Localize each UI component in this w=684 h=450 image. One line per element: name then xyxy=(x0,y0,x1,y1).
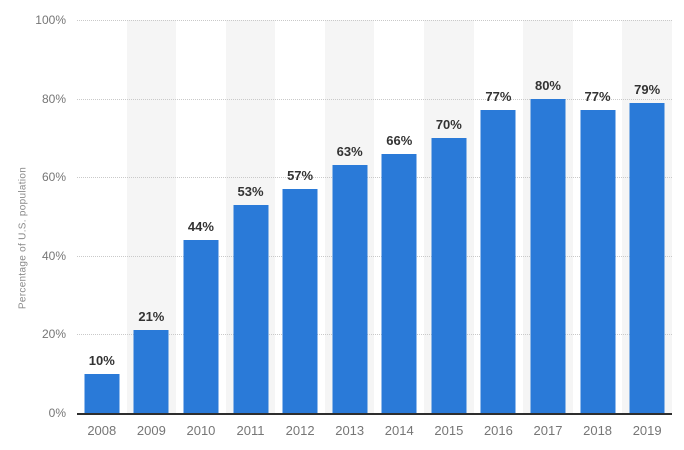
bar-column-2011: 53% 2011 xyxy=(226,20,276,438)
bar-2013[interactable] xyxy=(332,165,368,413)
bar-value-label: 80% xyxy=(534,77,561,93)
gridline xyxy=(77,255,672,257)
x-tick-label: 2018 xyxy=(583,423,613,438)
x-tick-label: 2015 xyxy=(434,423,464,438)
x-tick-label: 2017 xyxy=(533,423,563,438)
plot-area: 0% 20% 40% 60% 80% 100% 10% 2008 21% 2009 44% 2010… xyxy=(35,13,672,438)
bar-column-2013: 63% 2013 xyxy=(325,20,375,438)
bar-column-2010: 44% 2010 xyxy=(176,20,226,438)
x-tick-label: 2011 xyxy=(236,423,265,438)
x-tick-label: 2019 xyxy=(632,423,662,438)
bar-value-label: 57% xyxy=(287,168,314,183)
bar-column-2012: 57% 2012 xyxy=(275,20,325,438)
bar-value-label: 53% xyxy=(237,183,264,199)
bar-2015[interactable] xyxy=(431,137,467,413)
x-tick-label: 2013 xyxy=(335,423,365,438)
x-tick-label: 2014 xyxy=(384,423,414,438)
bar-value-label: 77% xyxy=(584,89,611,105)
bar-column-2014: 66% 2014 xyxy=(374,20,424,438)
x-tick-label: 2010 xyxy=(186,423,216,438)
bar-column-2016: 77% 2016 xyxy=(474,20,524,438)
x-tick-label: 2012 xyxy=(285,423,315,438)
bar-column-2018: 77% 2018 xyxy=(573,20,623,438)
bar-value-label: 21% xyxy=(138,309,165,325)
columns-layer: 10% 2008 21% 2009 44% 2010 53% 2011 57% 2012 63% 20… xyxy=(77,20,672,438)
gridline xyxy=(77,177,672,179)
gridline xyxy=(77,334,672,336)
y-tick-label: 100% xyxy=(35,13,66,27)
bar-value-label: 10% xyxy=(88,352,115,368)
bar-column-2015: 70% 2015 xyxy=(424,20,474,438)
x-tick-label: 2009 xyxy=(136,423,166,438)
y-tick-label: 40% xyxy=(41,248,66,263)
bar-value-label: 63% xyxy=(336,144,363,160)
bar-value-label: 79% xyxy=(634,81,661,97)
y-tick-label: 60% xyxy=(41,170,66,185)
bar-2012[interactable] xyxy=(282,189,318,413)
bar-value-label: 44% xyxy=(187,219,214,235)
y-tick-label: 20% xyxy=(41,327,66,342)
bar-2014[interactable] xyxy=(381,153,417,413)
x-tick-label: 2008 xyxy=(87,423,117,438)
bar-column-2009: 21% 2009 xyxy=(127,20,177,438)
bar-value-label: 77% xyxy=(485,89,512,105)
bar-column-2008: 10% 2008 xyxy=(77,20,127,438)
x-tick-label: 2016 xyxy=(483,423,513,438)
bar-2009[interactable] xyxy=(133,330,169,413)
bar-value-label: 70% xyxy=(435,116,462,132)
gridlines-layer xyxy=(77,20,672,413)
bar-2017[interactable] xyxy=(530,98,566,413)
y-axis-tick-labels: 0% 20% 40% 60% 80% 100% xyxy=(0,13,66,420)
bar-column-2019: 79% 2019 xyxy=(622,20,672,438)
bar-value-label: 66% xyxy=(386,132,413,148)
bar-2018[interactable] xyxy=(580,110,616,413)
y-tick-label: 0% xyxy=(48,406,66,420)
gridline xyxy=(77,98,672,100)
bar-2008[interactable] xyxy=(84,373,120,413)
gridline xyxy=(77,20,672,21)
bar-2011[interactable] xyxy=(233,204,269,413)
bar-2016[interactable] xyxy=(480,110,516,413)
y-tick-label: 80% xyxy=(41,91,66,106)
bar-2010[interactable] xyxy=(183,240,219,413)
bar-column-2017: 80% 2017 xyxy=(523,20,573,438)
bar-2019[interactable] xyxy=(629,102,665,413)
